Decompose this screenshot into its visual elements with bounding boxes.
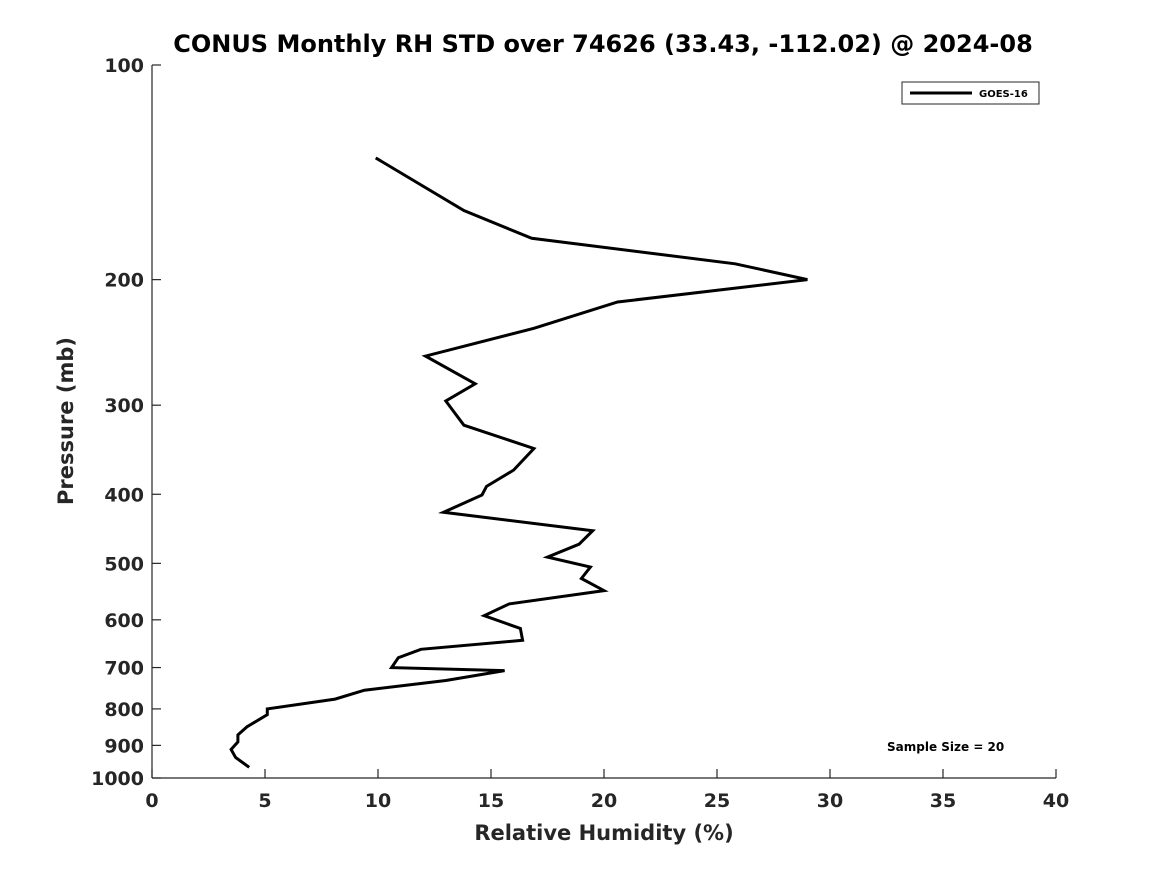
- series-layer: [229, 156, 808, 769]
- y-tick-label: 800: [104, 699, 144, 721]
- y-tick-label: 900: [104, 735, 144, 757]
- x-tick-label: 30: [817, 790, 843, 812]
- legend-label-goes-16: GOES-16: [979, 89, 1028, 100]
- x-tick-label: 25: [704, 790, 730, 812]
- x-tick-label: 40: [1043, 790, 1069, 812]
- sample-size-annotation: Sample Size = 20: [887, 740, 1004, 754]
- y-tick-label: 1000: [91, 768, 144, 790]
- plot-area: [151, 65, 1056, 779]
- y-tick-label: 100: [104, 55, 144, 77]
- y-tick-label: 600: [104, 610, 144, 632]
- y-axis-label: Pressure (mb): [54, 337, 78, 505]
- y-ticks: 100 200 300 400 500 600 700 800 900 1000: [91, 55, 161, 790]
- chart-title: CONUS Monthly RH STD over 74626 (33.43, …: [173, 30, 1033, 58]
- y-tick-label: 300: [104, 395, 144, 417]
- y-tick-label: 700: [104, 658, 144, 680]
- legend: GOES-16: [901, 81, 1040, 105]
- x-tick-label: 5: [258, 790, 271, 812]
- y-tick-label: 400: [104, 484, 144, 506]
- x-tick-label: 10: [365, 790, 391, 812]
- x-axis-label: Relative Humidity (%): [474, 821, 733, 845]
- x-tick-label: 35: [930, 790, 956, 812]
- series-line-goes-16: [229, 156, 808, 769]
- x-tick-label: 0: [145, 790, 158, 812]
- x-ticks: 0 5 10 15 20 25 30 35 40: [145, 769, 1069, 812]
- x-tick-label: 20: [591, 790, 617, 812]
- x-tick-label: 15: [478, 790, 504, 812]
- y-tick-label: 200: [104, 270, 144, 292]
- y-tick-label: 500: [104, 553, 144, 575]
